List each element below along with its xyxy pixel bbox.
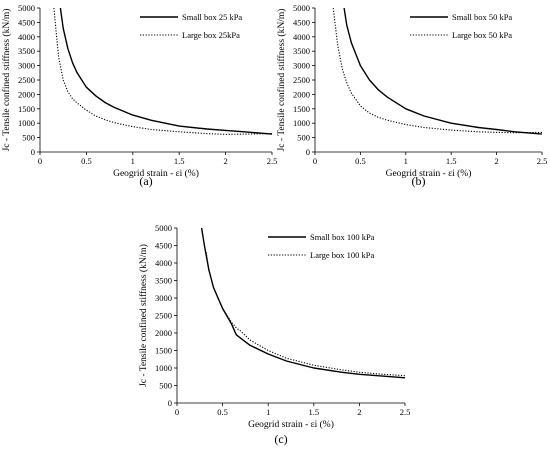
legend-label: Small box 50 kPa (452, 12, 512, 22)
x-axis-title: Geogrid strain - εi (%) (386, 168, 472, 179)
legend-label: Small box 100 kPa (310, 232, 375, 242)
x-tick-label: 2.5 (537, 156, 548, 166)
y-tick-label: 0 (306, 147, 310, 157)
series-line-2 (333, 8, 542, 133)
legend-label: Small box 25 kPa (182, 12, 242, 22)
x-tick-label: 1 (131, 156, 135, 166)
y-tick-label: 1000 (155, 363, 172, 373)
y-tick-label: 2500 (293, 75, 310, 85)
y-tick-label: 1000 (293, 118, 310, 128)
series-group (54, 8, 272, 134)
y-tick-label: 2000 (293, 89, 310, 99)
y-tick-label: 1500 (293, 104, 310, 114)
y-axis-title: Jc - Tensile confined stiffness (kN/m) (1, 9, 12, 152)
x-tick-label: 2 (357, 407, 361, 417)
y-tick-label: 4500 (293, 17, 310, 27)
y-tick-label: 5000 (155, 223, 172, 233)
x-tick-label: 2 (494, 156, 498, 166)
y-tick-label: 2500 (155, 311, 172, 321)
y-tick-label: 4500 (155, 241, 172, 251)
panel-label: (c) (274, 432, 287, 446)
x-tick-label: 1.5 (308, 407, 319, 417)
series-group (202, 228, 405, 378)
x-tick-label: 0 (313, 156, 317, 166)
y-tick-label: 500 (297, 133, 310, 143)
y-tick-label: 5000 (293, 3, 310, 13)
y-tick-label: 0 (168, 398, 172, 408)
y-tick-label: 500 (159, 381, 172, 391)
y-tick-label: 2000 (18, 89, 35, 99)
x-tick-label: 0.5 (217, 407, 228, 417)
series-group (333, 8, 542, 134)
chart-panel-1: 0 500 1000 1500 2000 2500 3000 3500 4000 4500 5000… (1, 3, 277, 188)
y-axis-title: Jc - Tensile confined stiffness (kN/m) (276, 9, 287, 152)
y-tick-label: 1500 (155, 346, 172, 356)
panel-label: (b) (412, 174, 426, 188)
series-line-1 (202, 228, 405, 378)
y-tick-label: 0 (31, 147, 35, 157)
x-tick-label: 0 (38, 156, 42, 166)
x-tick-label: 1 (404, 156, 408, 166)
y-tick-label: 4000 (18, 32, 35, 42)
y-tick-label: 5000 (18, 3, 35, 13)
x-tick-label: 2.5 (400, 407, 411, 417)
y-tick-label: 2000 (155, 328, 172, 338)
chart-panel-3: 0 500 1000 1500 2000 2500 3000 3500 4000 4500 5000… (138, 223, 410, 446)
x-tick-label: 1.5 (174, 156, 185, 166)
y-tick-label: 3000 (18, 61, 35, 71)
series-line-2 (54, 8, 272, 134)
y-axis-title: Jc - Tensile confined stiffness (kN/m) (138, 244, 149, 387)
x-axis-title: Geogrid strain - εi (%) (113, 168, 199, 179)
x-axis-title: Geogrid strain - εi (%) (248, 419, 334, 430)
legend-label: Large box 25kPa (182, 30, 240, 40)
x-tick-label: 1.5 (446, 156, 457, 166)
legend-label: Large box 50 kPa (452, 30, 512, 40)
x-tick-label: 1 (266, 407, 270, 417)
x-tick-label: 2.5 (267, 156, 278, 166)
y-tick-label: 1500 (18, 104, 35, 114)
y-tick-label: 3500 (18, 46, 35, 56)
y-tick-label: 3500 (293, 46, 310, 56)
series-line-1 (60, 8, 272, 134)
series-line-1 (344, 8, 542, 134)
x-tick-label: 0.5 (355, 156, 366, 166)
y-tick-label: 3000 (293, 61, 310, 71)
panel-label: (a) (139, 174, 152, 188)
y-tick-label: 3000 (155, 293, 172, 303)
chart-panel-2: 0 500 1000 1500 2000 2500 3000 3500 4000 4500 5000… (276, 3, 547, 188)
y-tick-label: 500 (22, 133, 35, 143)
y-tick-label: 4000 (293, 32, 310, 42)
x-tick-label: 2 (223, 156, 227, 166)
series-line-2 (206, 253, 405, 376)
x-tick-label: 0.5 (81, 156, 92, 166)
y-tick-label: 2500 (18, 75, 35, 85)
y-tick-label: 4000 (155, 258, 172, 268)
legend-label: Large box 100 kPa (310, 250, 375, 260)
x-tick-label: 0 (175, 407, 179, 417)
y-tick-label: 4500 (18, 17, 35, 27)
y-tick-label: 3500 (155, 276, 172, 286)
y-tick-label: 1000 (18, 118, 35, 128)
